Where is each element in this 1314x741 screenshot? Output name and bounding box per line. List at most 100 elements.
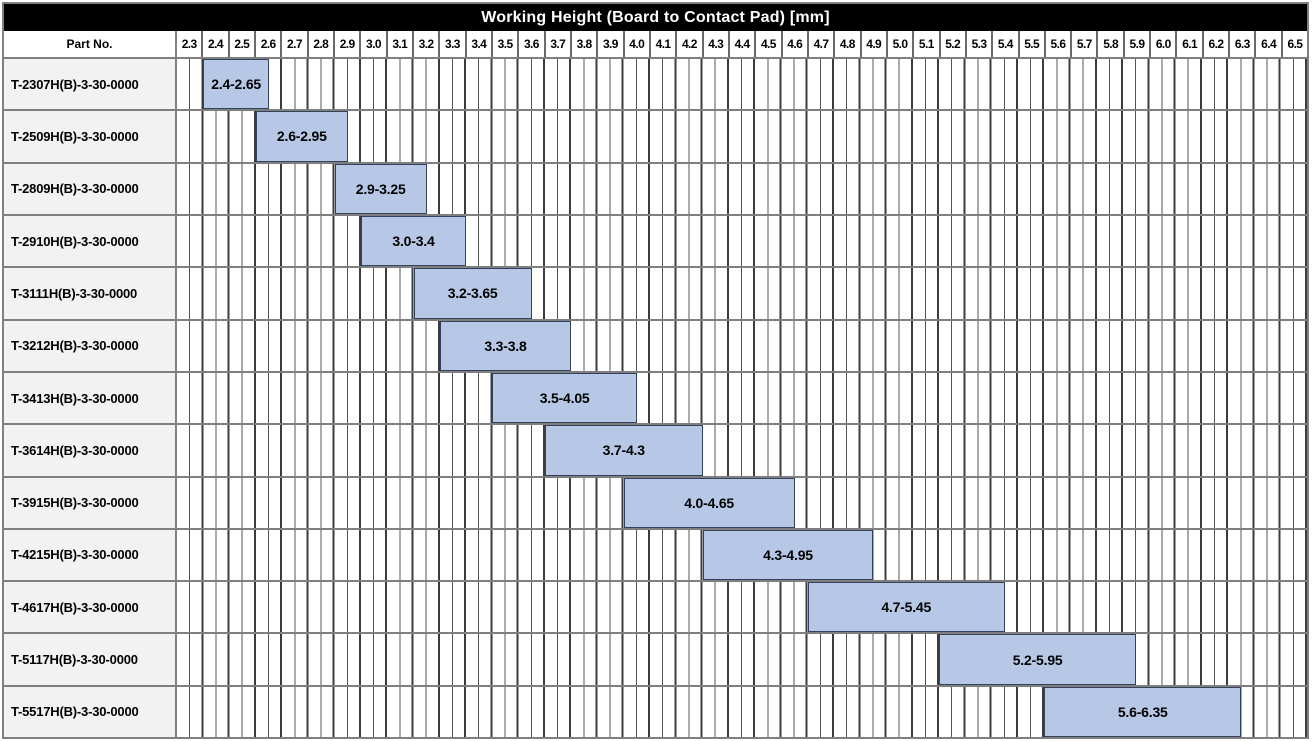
range-bar: 2.6-2.95 — [255, 111, 348, 162]
axis-tick: 3.3 — [438, 31, 464, 57]
axis-tick: 5.4 — [991, 31, 1017, 57]
range-bar: 3.7-4.3 — [544, 425, 703, 476]
table-row: T-2809H(B)-3-30-0000 2.9-3.25 — [4, 161, 1307, 214]
axis-tick: 2.5 — [227, 31, 254, 57]
range-track: 4.7-5.45 — [177, 582, 1307, 633]
table-row: T-5517H(B)-3-30-0000 5.6-6.35 — [4, 684, 1307, 738]
part-no-cell: T-4617H(B)-3-30-0000 — [4, 582, 177, 633]
range-track: 3.5-4.05 — [177, 372, 1307, 424]
axis-tick: 3.2 — [411, 31, 438, 57]
axis-tick: 5.8 — [1096, 31, 1122, 57]
axis-tick: 5.5 — [1017, 31, 1044, 57]
axis-tick: 3.0 — [359, 31, 385, 57]
axis-tick: 5.2 — [938, 31, 965, 57]
range-bar: 2.9-3.25 — [334, 163, 427, 214]
range-bar: 3.3-3.8 — [439, 320, 572, 371]
part-no-cell: T-2509H(B)-3-30-0000 — [4, 111, 177, 162]
axis-tick: 5.7 — [1070, 31, 1096, 57]
range-track: 3.0-3.4 — [177, 215, 1307, 267]
table-row: T-5117H(B)-3-30-0000 5.2-5.95 — [4, 632, 1307, 685]
axis-tick: 2.8 — [306, 31, 333, 57]
table-row: T-3212H(B)-3-30-0000 3.3-3.8 — [4, 318, 1307, 371]
axis-tick: 4.5 — [754, 31, 780, 57]
part-no-cell: T-2307H(B)-3-30-0000 — [4, 59, 177, 110]
axis-tick: 2.4 — [201, 31, 227, 57]
table-row: T-4215H(B)-3-30-0000 4.3-4.95 — [4, 527, 1307, 581]
range-label: 3.2-3.65 — [447, 285, 498, 302]
range-label: 5.2-5.95 — [1012, 651, 1063, 668]
axis-tick: 6.5 — [1280, 31, 1307, 57]
range-track: 3.3-3.8 — [177, 320, 1307, 371]
range-bar: 3.0-3.4 — [360, 215, 467, 267]
range-track: 2.6-2.95 — [177, 111, 1307, 162]
table-row: T-3614H(B)-3-30-0000 3.7-4.3 — [4, 423, 1307, 476]
range-label: 2.4-2.65 — [211, 76, 261, 93]
range-label: 3.7-4.3 — [602, 442, 645, 459]
table-row: T-4617H(B)-3-30-0000 4.7-5.45 — [4, 580, 1307, 633]
axis-tick: 5.3 — [964, 31, 991, 57]
part-no-cell: T-5117H(B)-3-30-0000 — [4, 634, 177, 685]
axis-tick: 5.0 — [885, 31, 912, 57]
range-label: 4.3-4.95 — [763, 546, 813, 563]
axis-tick: 4.3 — [701, 31, 728, 57]
axis-tick: 4.7 — [806, 31, 833, 57]
axis-tick: 6.1 — [1175, 31, 1201, 57]
table-row: T-3413H(B)-3-30-0000 3.5-4.05 — [4, 370, 1307, 424]
axis-tick: 6.3 — [1228, 31, 1254, 57]
axis-tick: 3.1 — [385, 31, 412, 57]
range-bar: 4.0-4.65 — [623, 477, 795, 528]
table-row: T-2307H(B)-3-30-0000 2.4-2.65 — [4, 57, 1307, 110]
axis-tick: 6.4 — [1254, 31, 1280, 57]
range-track: 4.3-4.95 — [177, 529, 1307, 581]
range-bar: 3.2-3.65 — [413, 268, 532, 319]
table-row: T-2910H(B)-3-30-0000 3.0-3.4 — [4, 213, 1307, 267]
axis-tick: 2.9 — [332, 31, 359, 57]
axis-tick: 4.0 — [622, 31, 649, 57]
range-label: 5.6-6.35 — [1117, 703, 1168, 720]
range-track: 2.4-2.65 — [177, 59, 1307, 110]
range-track: 5.2-5.95 — [177, 634, 1307, 685]
range-bar: 3.5-4.05 — [492, 372, 637, 424]
axis-tick: 4.2 — [675, 31, 701, 57]
axis-tick: 4.6 — [780, 31, 807, 57]
range-bar: 5.6-6.35 — [1044, 686, 1242, 738]
table-row: T-2509H(B)-3-30-0000 2.6-2.95 — [4, 109, 1307, 162]
part-no-cell: T-3614H(B)-3-30-0000 — [4, 425, 177, 476]
axis-tick: 5.9 — [1122, 31, 1149, 57]
part-no-cell: T-3111H(B)-3-30-0000 — [4, 268, 177, 319]
range-track: 4.0-4.65 — [177, 477, 1307, 528]
range-track: 5.6-6.35 — [177, 686, 1307, 738]
axis-tick: 3.7 — [543, 31, 570, 57]
axis-tick: 4.1 — [648, 31, 675, 57]
part-no-cell: T-3212H(B)-3-30-0000 — [4, 320, 177, 371]
range-label: 2.6-2.95 — [276, 128, 327, 145]
axis-tick: 6.0 — [1149, 31, 1175, 57]
axis-tick: 3.5 — [490, 31, 517, 57]
part-no-cell: T-5517H(B)-3-30-0000 — [4, 686, 177, 738]
range-bar: 2.4-2.65 — [203, 59, 269, 110]
range-bar: 4.3-4.95 — [702, 529, 874, 581]
axis-tick: 3.9 — [596, 31, 622, 57]
table-row: T-3111H(B)-3-30-0000 3.2-3.65 — [4, 266, 1307, 319]
range-label: 3.0-3.4 — [392, 233, 435, 250]
axis-tick: 2.7 — [280, 31, 306, 57]
header-row: Part No. 2.3 2.4 2.5 2.6 2.7 2.8 2.9 3.0 3.1 3.2 3… — [4, 31, 1307, 57]
range-label: 2.9-3.25 — [355, 180, 406, 197]
axis-tick: 2.3 — [181, 37, 197, 51]
axis-tick: 3.4 — [464, 31, 491, 57]
axis-tick: 5.6 — [1043, 31, 1070, 57]
axis-tick: 4.4 — [727, 31, 754, 57]
range-label: 3.3-3.8 — [484, 337, 527, 354]
axis-tick-row: 2.3 2.4 2.5 2.6 2.7 2.8 2.9 3.0 3.1 3.2 3.3 3.4 3.5 3… — [177, 31, 1307, 57]
part-no-cell: T-2809H(B)-3-30-0000 — [4, 163, 177, 214]
range-bar: 4.7-5.45 — [807, 582, 1005, 633]
range-label: 4.7-5.45 — [881, 599, 932, 616]
chart-title: Working Height (Board to Contact Pad) [m… — [4, 4, 1307, 31]
axis-tick: 3.8 — [569, 31, 596, 57]
part-no-cell: T-4215H(B)-3-30-0000 — [4, 529, 177, 581]
axis-tick: 2.6 — [253, 31, 280, 57]
range-label: 4.0-4.65 — [684, 494, 735, 511]
range-track: 2.9-3.25 — [177, 163, 1307, 214]
part-no-cell: T-3915H(B)-3-30-0000 — [4, 477, 177, 528]
